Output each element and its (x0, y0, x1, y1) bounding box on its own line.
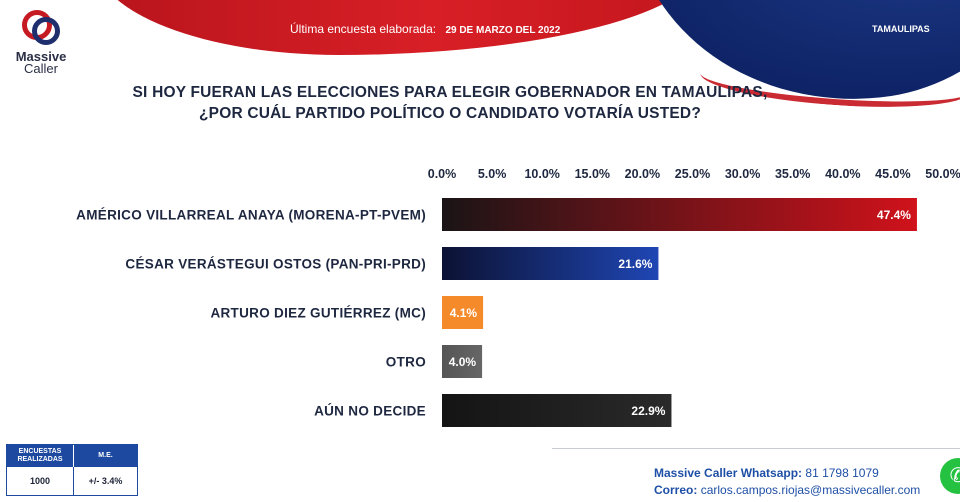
category-label: CÉSAR VERÁSTEGUI OSTOS (PAN-PRI-PRD) (125, 257, 426, 272)
table-cell-margin: +/- 3.4% (73, 467, 137, 495)
region-label: TAMAULIPAS (872, 24, 930, 34)
x-tick-label: 25.0% (675, 167, 710, 181)
whatsapp-icon[interactable]: ✆ (940, 458, 960, 494)
question-line-2: ¿POR CUÁL PARTIDO POLÍTICO O CANDIDATO V… (198, 105, 701, 122)
survey-date-line: Última encuesta elaborada: 29 DE MARZO D… (290, 22, 560, 36)
whatsapp-label: Massive Caller Whatsapp: (654, 466, 803, 480)
question-line-1: SI HOY FUERAN LAS ELECCIONES PARA ELEGIR… (132, 84, 768, 101)
survey-date-prefix: Última encuesta elaborada: (290, 22, 437, 36)
x-tick-label: 50.0% (925, 167, 960, 181)
logo-mark-icon (20, 8, 62, 48)
bar (442, 296, 484, 329)
bar (442, 247, 659, 280)
email-label: Correo: (654, 483, 698, 497)
question-title: SI HOY FUERAN LAS ELECCIONES PARA ELEGIR… (70, 82, 830, 124)
bar-value-label: 22.9% (631, 404, 665, 418)
x-tick-label: 40.0% (825, 167, 860, 181)
bar (442, 345, 483, 378)
logo-sub: Caller (24, 61, 58, 76)
x-tick-label: 15.0% (575, 167, 610, 181)
x-tick-label: 5.0% (478, 167, 507, 181)
footer-divider (552, 448, 960, 449)
x-tick-label: 0.0% (428, 167, 457, 181)
table-cell-surveys: 1000 (29, 476, 51, 486)
x-tick-label: 20.0% (625, 167, 660, 181)
category-label: OTRO (386, 355, 426, 370)
survey-info-table: ENCUESTAS REALIZADAS M.E. 1000 +/- 3.4% (6, 444, 138, 496)
logo: Massive Caller (6, 8, 76, 75)
email-address[interactable]: carlos.campos.riojas@massivecaller.com (700, 483, 921, 497)
category-label: AÚN NO DECIDE (314, 404, 426, 419)
category-label: AMÉRICO VILLARREAL ANAYA (MORENA-PT-PVEM… (76, 208, 426, 223)
x-tick-label: 45.0% (875, 167, 910, 181)
category-label: ARTURO DIEZ GUTIÉRREZ (MC) (210, 306, 426, 321)
bar (442, 394, 672, 427)
bar-value-label: 4.1% (450, 306, 478, 320)
logo-name: Massive (15, 49, 67, 64)
contact-info: Massive Caller Whatsapp: 81 1798 1079 Co… (654, 465, 920, 499)
table-header-surveys: ENCUESTAS REALIZADAS (7, 445, 73, 467)
whatsapp-number[interactable]: 81 1798 1079 (805, 466, 879, 480)
survey-date: 29 DE MARZO DEL 2022 (445, 25, 561, 36)
x-tick-label: 30.0% (725, 167, 760, 181)
bar (442, 198, 917, 231)
x-tick-label: 10.0% (524, 167, 559, 181)
x-tick-label: 35.0% (775, 167, 810, 181)
bar-value-label: 47.4% (877, 208, 911, 222)
table-header-margin: M.E. (73, 445, 137, 467)
bar-value-label: 4.0% (449, 355, 477, 369)
bar-value-label: 21.6% (618, 257, 652, 271)
